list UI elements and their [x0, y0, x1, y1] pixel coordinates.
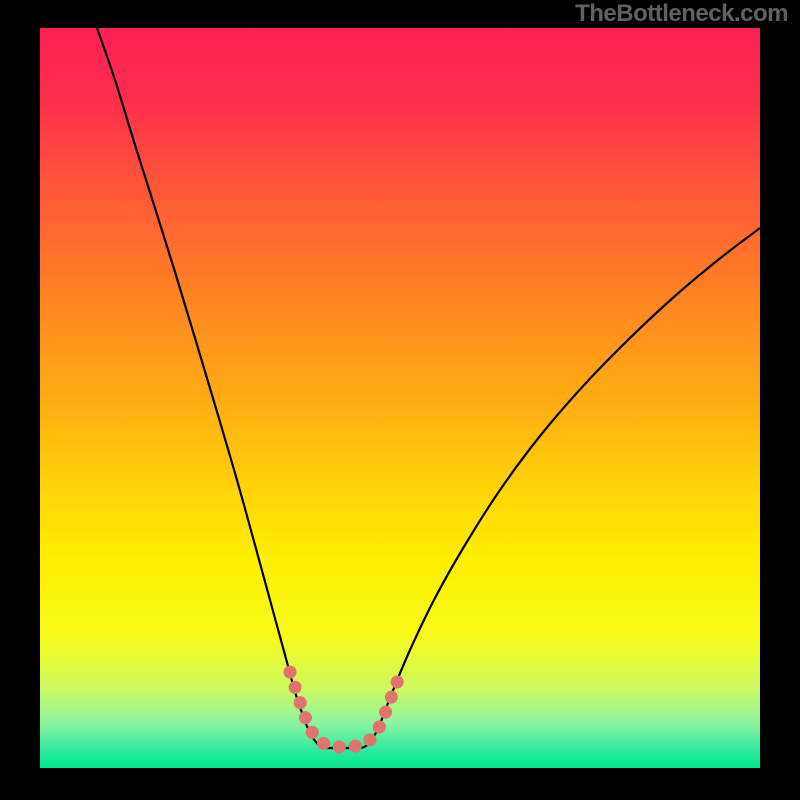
watermark-text: TheBottleneck.com — [575, 0, 788, 28]
chart-container: TheBottleneck.com — [0, 0, 800, 800]
plot-background — [40, 28, 760, 768]
bottleneck-chart — [0, 0, 800, 800]
